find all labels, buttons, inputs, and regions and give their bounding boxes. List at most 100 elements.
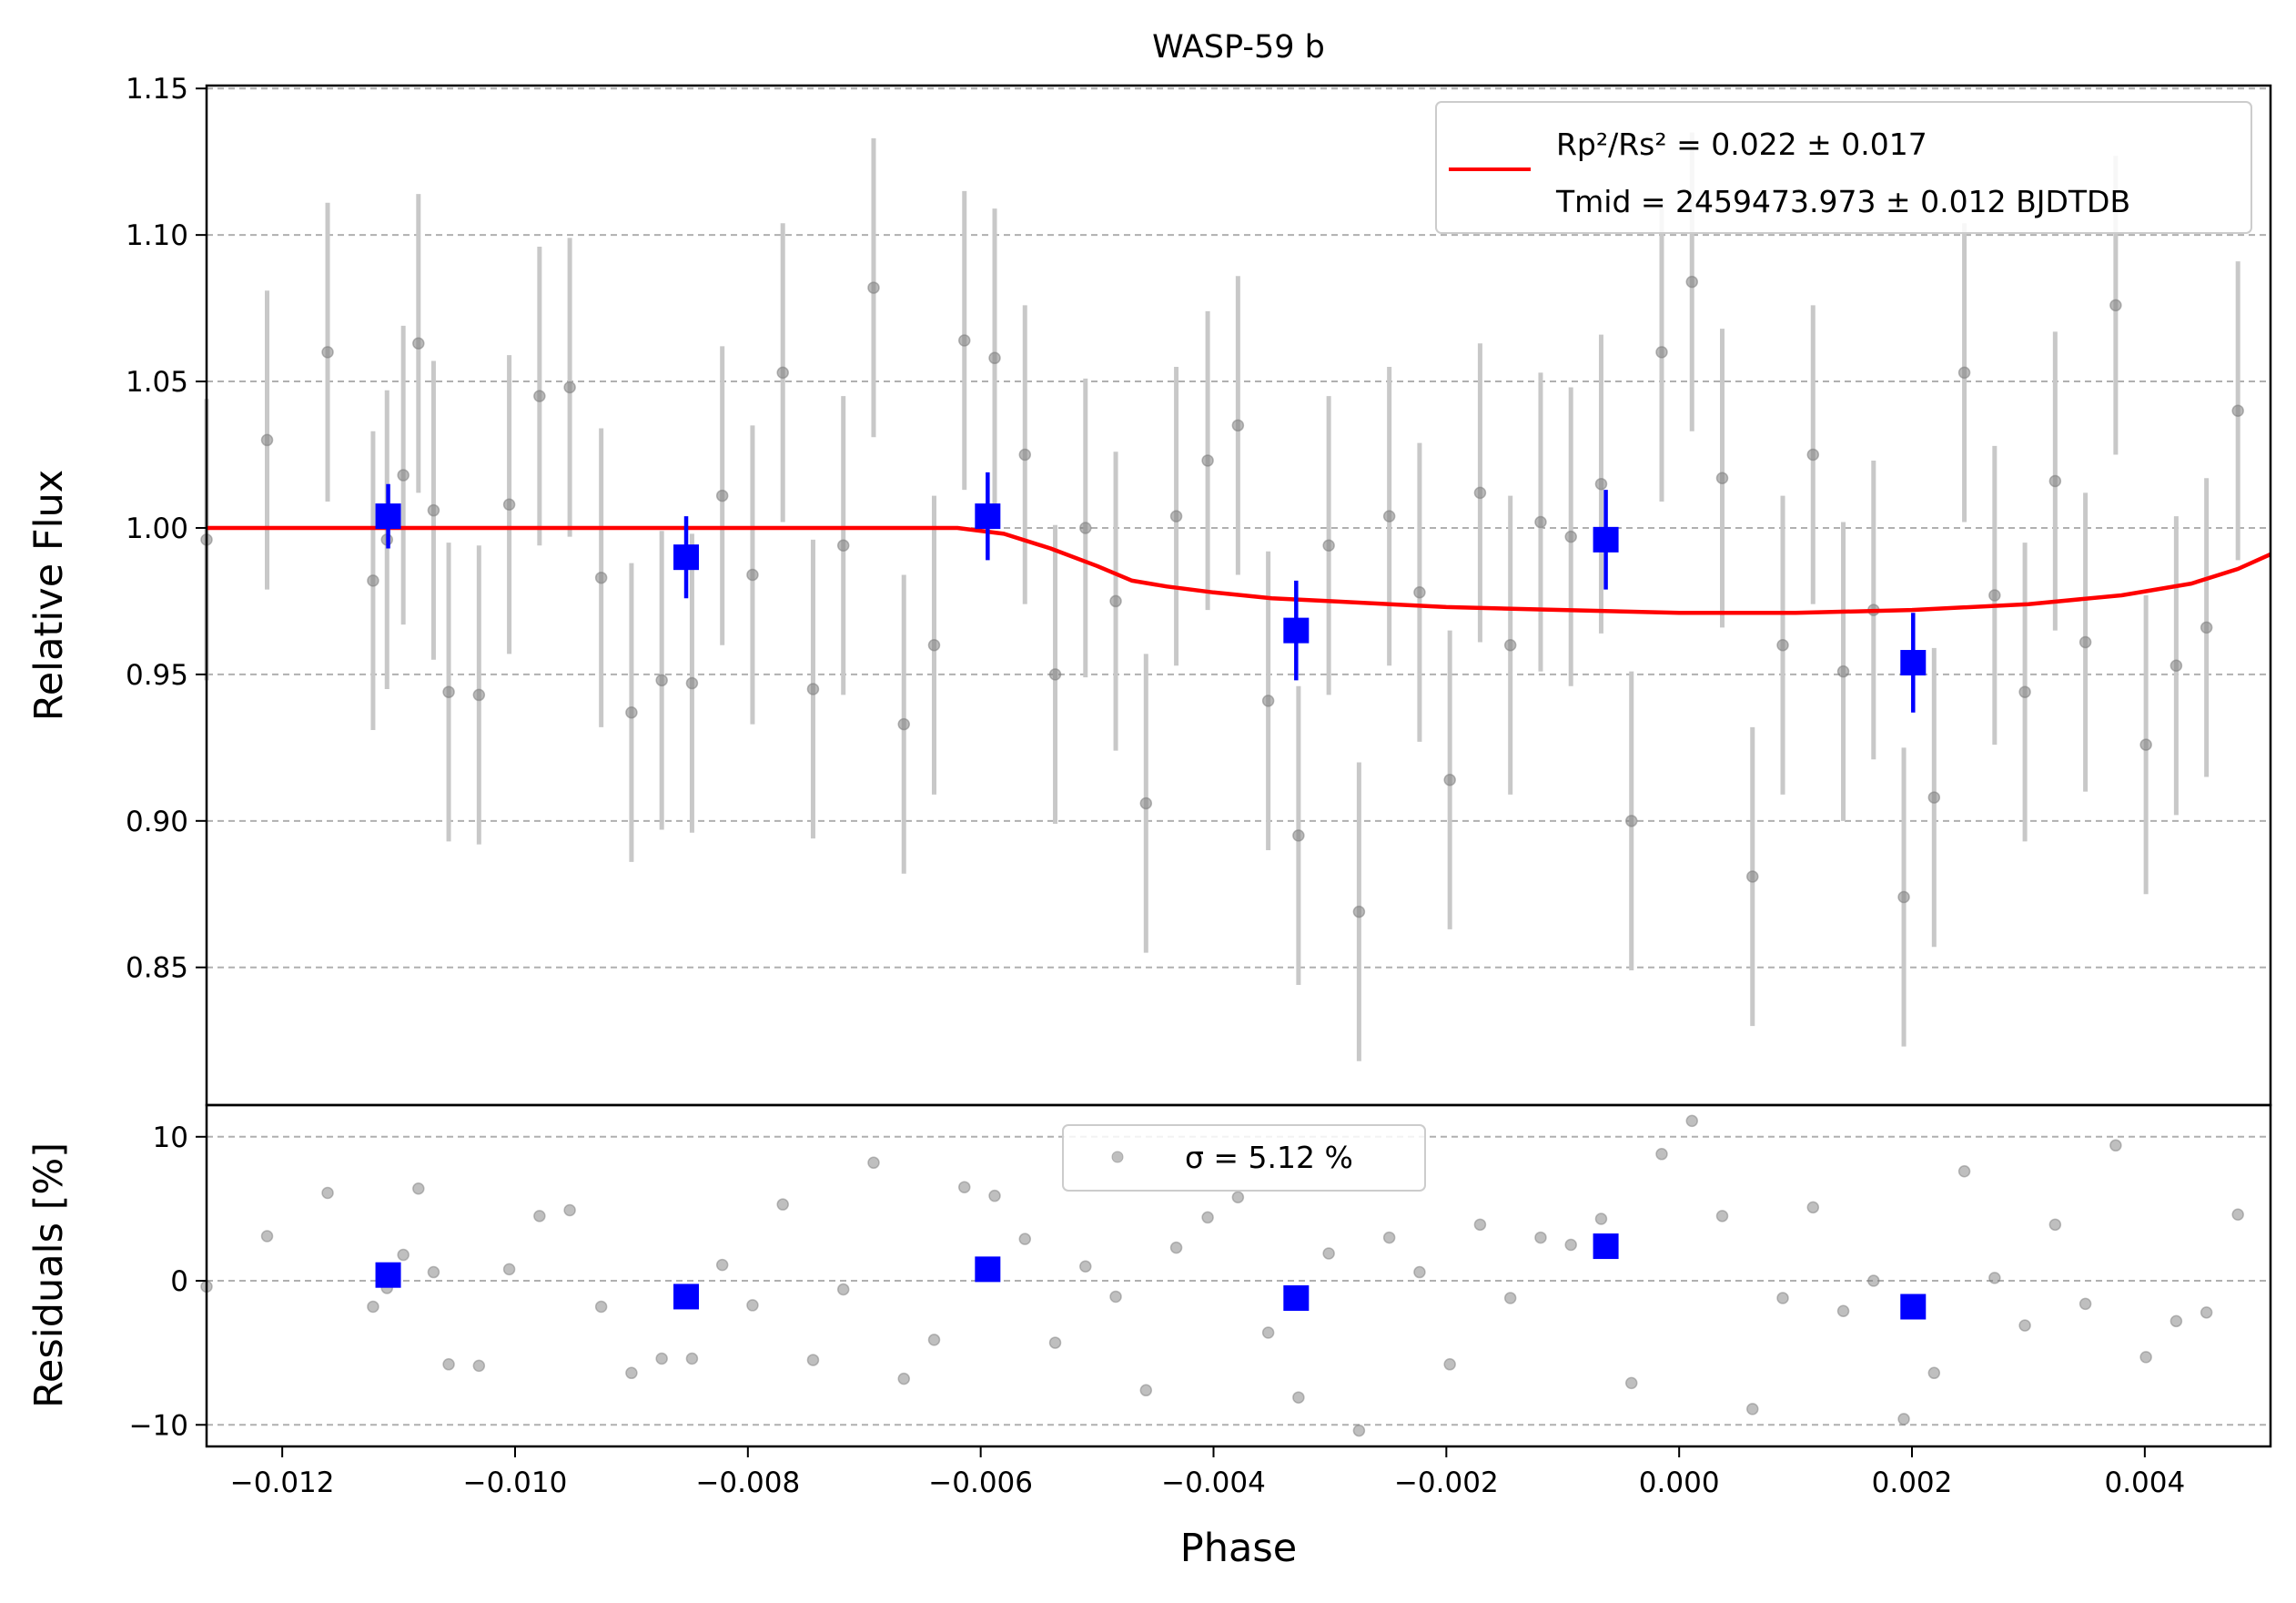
binned-residual-point: [1900, 1294, 1927, 1320]
raw-point: [655, 674, 668, 687]
raw-residual-point: [958, 1181, 971, 1193]
x-tick-label: −0.006: [928, 1466, 1033, 1499]
raw-point: [2109, 299, 2122, 312]
raw-point: [776, 366, 789, 380]
raw-point: [958, 334, 971, 347]
raw-residual-point: [1503, 1292, 1517, 1304]
raw-residual-point: [2079, 1297, 2092, 1311]
binned-point: [375, 503, 401, 530]
axes-layer: 0.85 0.90 0.95 1.00 1.05 1.10 1.15 −10 0 10 −0.012…: [126, 73, 2185, 1499]
raw-residual-point: [988, 1189, 1001, 1202]
y-tick-label-bottom: 0: [170, 1265, 188, 1298]
raw-residual-point: [594, 1300, 608, 1314]
raw-point: [1594, 477, 1608, 491]
raw-residual-point: [1685, 1114, 1698, 1128]
raw-point: [1655, 346, 1668, 359]
raw-residual-point: [1231, 1191, 1245, 1204]
y-tick-label-top: 1.10: [126, 219, 188, 252]
raw-point: [1503, 638, 1517, 652]
raw-point: [412, 337, 425, 350]
raw-residual-point: [1169, 1241, 1183, 1254]
x-tick-label: −0.002: [1394, 1466, 1499, 1499]
raw-residual-point: [397, 1248, 410, 1262]
raw-residual-point: [1382, 1231, 1396, 1244]
raw-residual-point: [1322, 1247, 1335, 1260]
raw-point: [2079, 635, 2092, 649]
raw-residual-point: [1624, 1376, 1638, 1390]
chart-title: WASP-59 b: [1152, 29, 1325, 66]
raw-residual-point: [1715, 1210, 1729, 1223]
raw-residual-point: [746, 1299, 759, 1312]
raw-point: [1079, 522, 1092, 534]
raw-point: [1473, 486, 1487, 500]
raw-point: [2018, 685, 2031, 698]
raw-point: [625, 705, 638, 719]
raw-residual-point: [2109, 1139, 2122, 1152]
binned-point: [673, 544, 700, 571]
y-tick-label-top: 0.85: [126, 952, 188, 985]
raw-residual-point: [927, 1334, 941, 1346]
raw-point: [1988, 589, 2001, 602]
raw-point: [1139, 796, 1153, 810]
raw-residual-point: [1564, 1238, 1577, 1252]
raw-residual-point: [2170, 1314, 2183, 1328]
raw-residual-point: [1079, 1260, 1092, 1273]
raw-residual-point: [427, 1265, 440, 1279]
y-tick-label-bottom: 10: [153, 1121, 188, 1154]
raw-residual-point: [1109, 1290, 1122, 1304]
binned-residual-point: [1283, 1285, 1310, 1312]
raw-data-layer: [200, 132, 2244, 1437]
raw-residual-point: [1776, 1292, 1789, 1304]
y-tick-label-bottom: −10: [129, 1409, 188, 1442]
raw-residual-point: [1867, 1274, 1880, 1287]
legend-residual-marker: [1111, 1151, 1124, 1163]
y-tick-label-top: 0.95: [126, 659, 188, 692]
raw-residual-point: [1897, 1413, 1910, 1425]
raw-residual-point: [1594, 1212, 1608, 1225]
raw-residual-point: [897, 1372, 910, 1385]
raw-point: [1443, 774, 1456, 786]
binned-point: [975, 503, 1001, 530]
x-tick-label: −0.008: [695, 1466, 800, 1499]
raw-point: [1897, 890, 1910, 904]
binned-residual-point: [673, 1283, 700, 1310]
y-tick-label-top: 0.90: [126, 806, 188, 838]
raw-point: [1534, 515, 1547, 529]
raw-point: [563, 380, 576, 394]
raw-point: [1927, 791, 1941, 804]
raw-point: [1109, 594, 1122, 608]
raw-point: [1231, 419, 1245, 432]
x-tick-label: −0.010: [463, 1466, 568, 1499]
raw-point: [1957, 366, 1971, 380]
x-tick-label: 0.002: [1872, 1466, 1953, 1499]
raw-point: [1746, 870, 1759, 883]
raw-point: [1261, 695, 1275, 707]
raw-point: [442, 685, 455, 698]
legend-top: Rp²/Rs² = 0.022 ± 0.017 Tmid = 2459473.9…: [1435, 101, 2252, 234]
raw-point: [321, 346, 334, 359]
raw-residual-point: [1655, 1148, 1668, 1161]
raw-residual-point: [1443, 1358, 1456, 1371]
raw-point: [533, 390, 546, 402]
raw-residual-point: [776, 1198, 789, 1211]
raw-residual-point: [1018, 1233, 1032, 1245]
raw-point: [1352, 905, 1366, 918]
binned-residual-point: [975, 1256, 1001, 1283]
raw-residual-point: [2018, 1319, 2031, 1332]
model-curve: [207, 525, 2271, 615]
raw-residual-point: [685, 1352, 699, 1365]
raw-point: [427, 503, 440, 517]
raw-residual-point: [1927, 1366, 1941, 1380]
raw-residual-point: [2048, 1218, 2062, 1232]
y-axis-title-top: Relative Flux: [26, 470, 72, 721]
raw-point: [2139, 738, 2152, 751]
raw-point: [2200, 621, 2213, 634]
raw-point: [1048, 668, 1062, 681]
raw-residual-point: [625, 1366, 638, 1380]
raw-residual-point: [1139, 1384, 1153, 1397]
raw-point: [1382, 510, 1396, 522]
raw-residual-point: [867, 1156, 880, 1170]
y-axis-title-bottom: Residuals [%]: [26, 1142, 72, 1408]
raw-residual-point: [1292, 1391, 1305, 1404]
